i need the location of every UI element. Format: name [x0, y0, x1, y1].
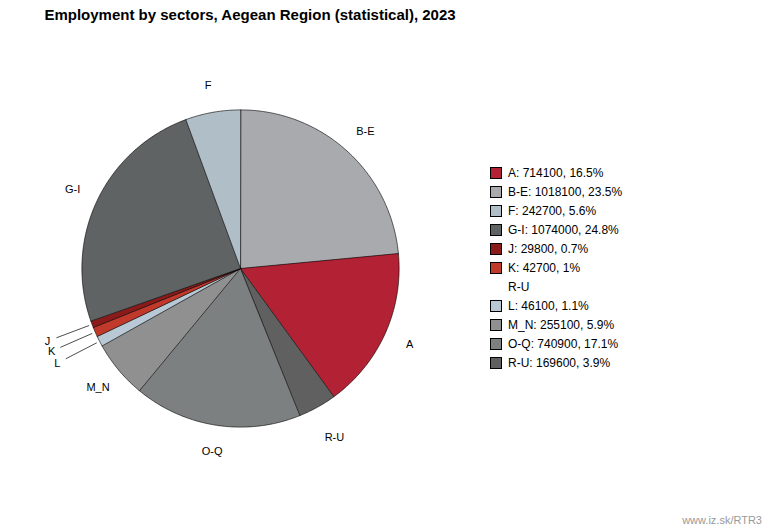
html-text:J: 29800, 0.7%: J: 29800, 0.7%: [508, 242, 589, 256]
svg-text:O-Q: O-Q: [202, 445, 223, 457]
svg-text:K: K: [47, 344, 56, 357]
html-text:O-Q: 740900, 17.1%: O-Q: 740900, 17.1%: [508, 337, 619, 351]
html-text:R-U: 169600, 3.9%: R-U: 169600, 3.9%: [508, 356, 611, 370]
html-text:M_N: 255100, 5.9%: M_N: 255100, 5.9%: [508, 318, 615, 332]
html-text:K: 42700, 1%: K: 42700, 1%: [508, 261, 581, 275]
svg-text:A: A: [406, 338, 414, 350]
html-text:R-U: R-U: [508, 280, 530, 294]
html-text:F: 242700, 5.6%: F: 242700, 5.6%: [508, 204, 597, 218]
svg-text:J: J: [45, 335, 51, 347]
svg-text:R-U: R-U: [325, 431, 345, 443]
svg-text:F: F: [205, 79, 212, 91]
html-text:A: 714100, 16.5%: A: 714100, 16.5%: [508, 166, 604, 180]
svg-text:L: L: [54, 357, 60, 369]
html-text:B-E: 1018100, 23.5%: B-E: 1018100, 23.5%: [508, 185, 623, 199]
html-text:L: 46100, 1.1%: L: 46100, 1.1%: [508, 299, 589, 313]
svg-text:M_N: M_N: [86, 381, 109, 393]
html-text:G-I: 1074000, 24.8%: G-I: 1074000, 24.8%: [508, 223, 619, 237]
html-text:www.iz.sk/RTR3: www.iz.sk/RTR3: [682, 514, 762, 526]
html-text:Employment by sectors, Aegean: Employment by sectors, Aegean Region (st…: [44, 6, 456, 23]
svg-text:B-E: B-E: [356, 125, 374, 137]
svg-text:G-I: G-I: [65, 183, 80, 195]
